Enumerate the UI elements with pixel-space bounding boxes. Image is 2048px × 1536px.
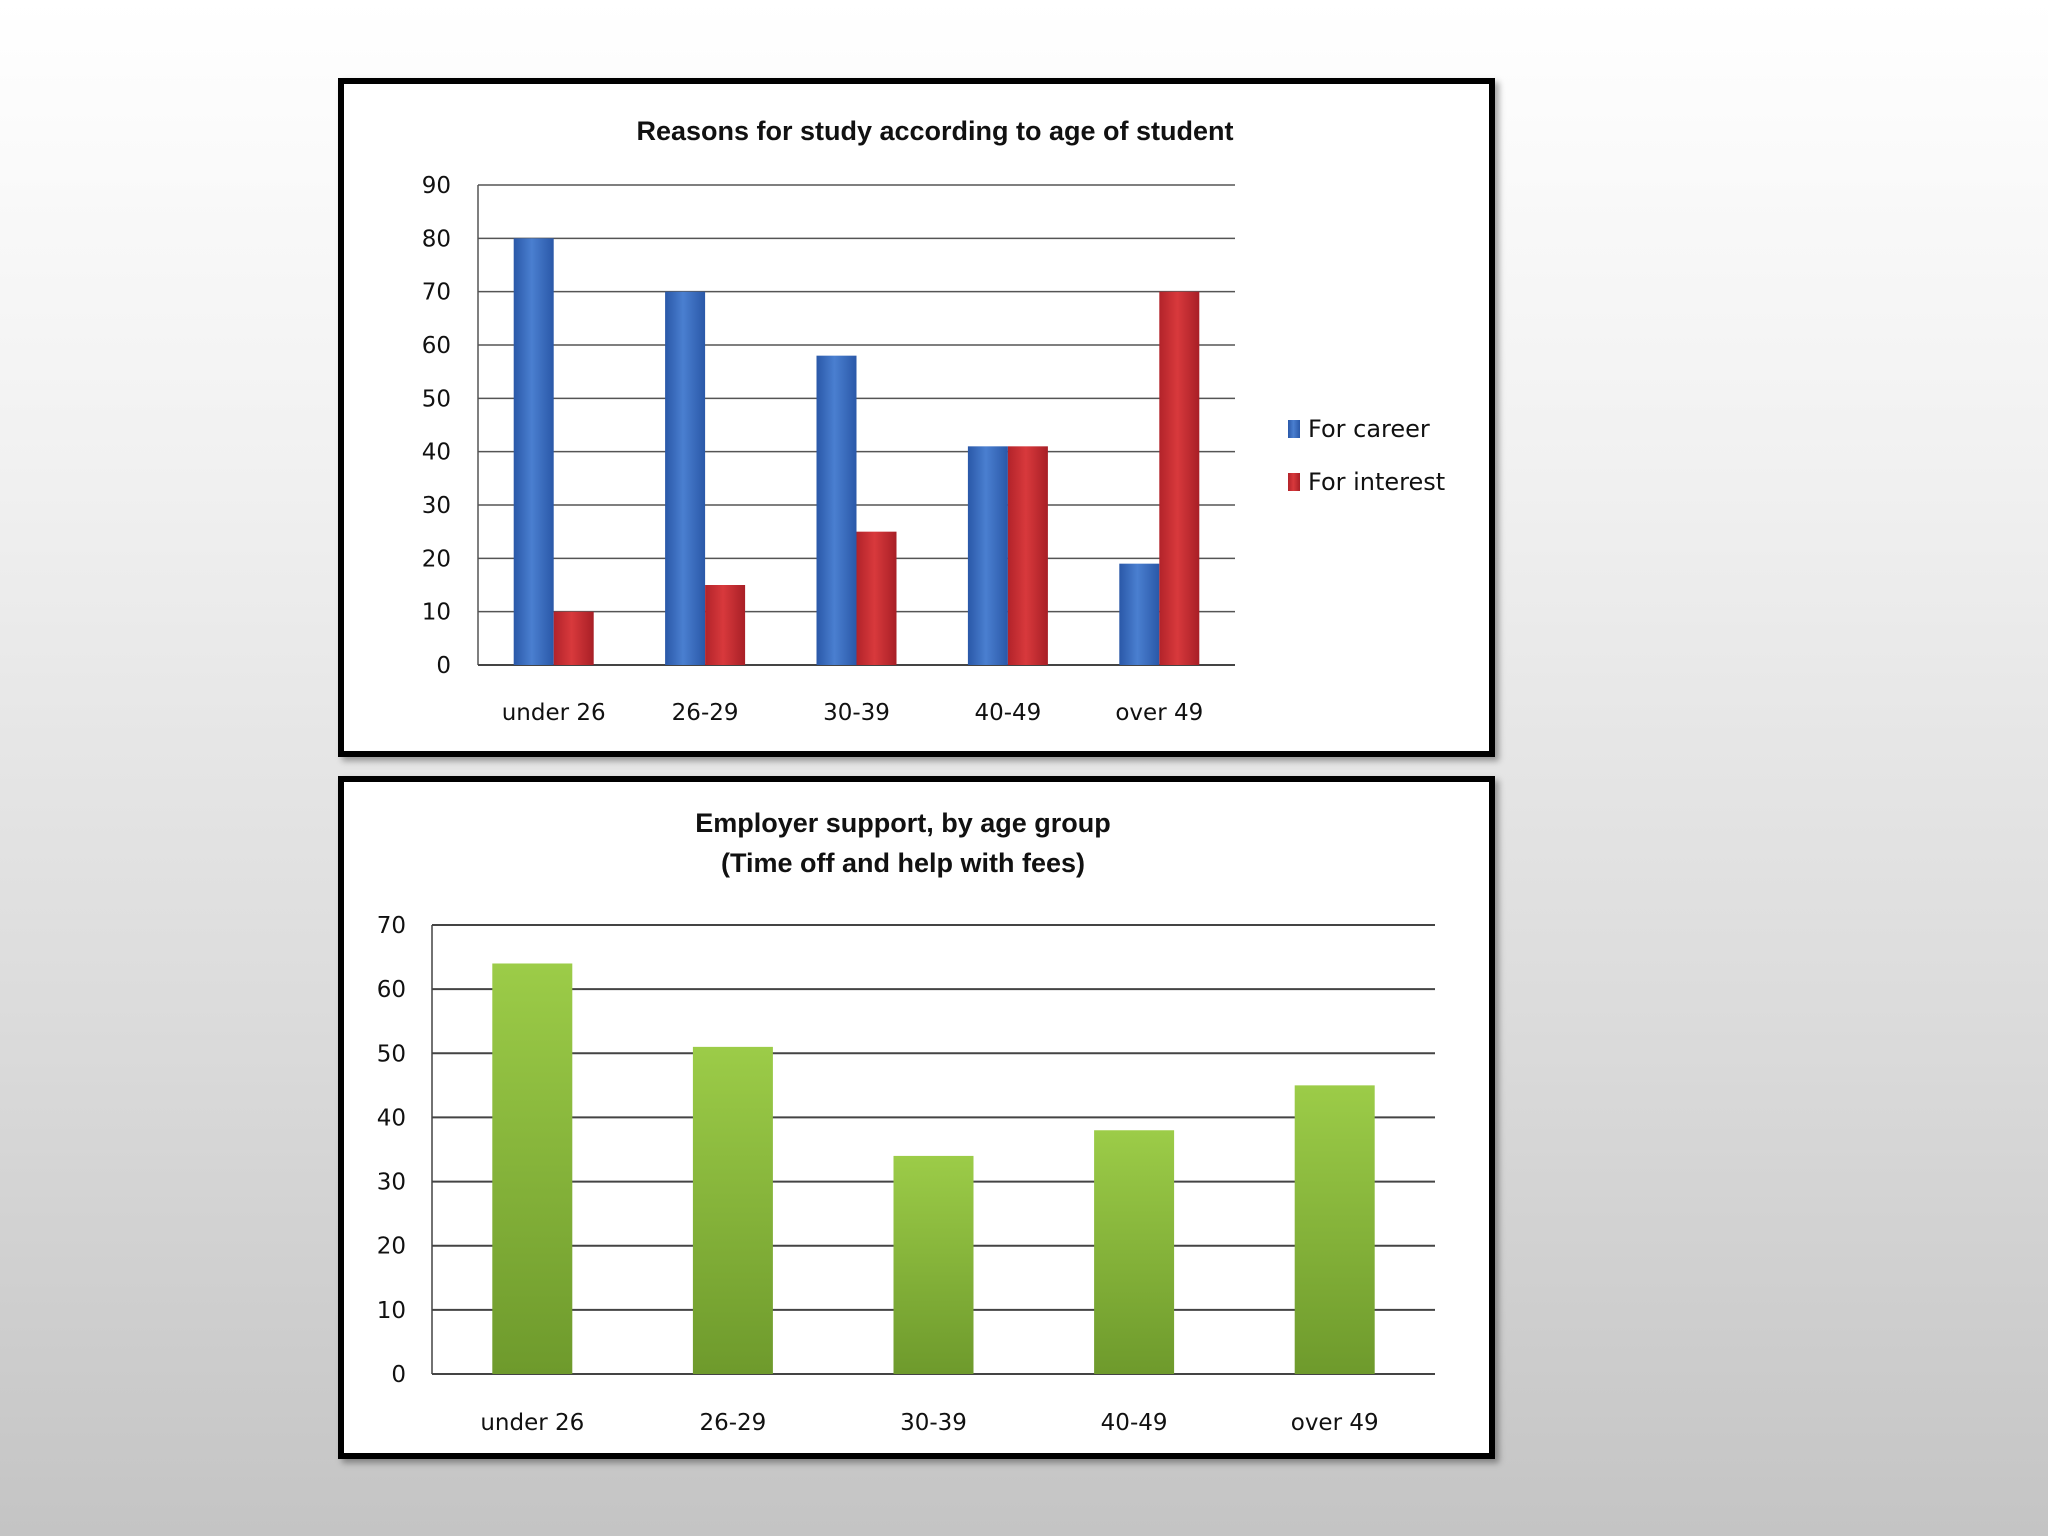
- chart-subtitle: (Time off and help with fees): [721, 848, 1085, 878]
- y-tick-label: 90: [422, 173, 451, 199]
- bar-40-49: [1094, 1130, 1175, 1374]
- x-tick-label: 26-29: [672, 700, 739, 726]
- x-tick-label: 40-49: [1101, 1410, 1168, 1436]
- bar-for-career-26-29: [665, 291, 706, 665]
- bars: [513, 238, 1200, 666]
- bars: [492, 963, 1375, 1374]
- x-tick-label: over 49: [1115, 700, 1203, 726]
- y-tick-label: 60: [377, 977, 406, 1003]
- x-axis-tick-labels: under 26 26-29 30-39 40-49 over 49: [480, 1410, 1378, 1436]
- bar-for-interest-under-26: [553, 611, 594, 665]
- bar-for-career-30-39: [816, 355, 857, 665]
- legend-swatch-for-interest: [1288, 473, 1300, 491]
- legend: For career For interest: [1288, 415, 1445, 496]
- x-tick-label: under 26: [502, 700, 606, 726]
- legend-label-for-career: For career: [1308, 415, 1430, 443]
- y-tick-label: 10: [422, 600, 451, 626]
- x-tick-label: under 26: [480, 1410, 584, 1436]
- chart-title: Employer support, by age group: [695, 808, 1111, 838]
- y-axis-tick-labels: 0 10 20 30 40 50 60 70 80 90: [422, 173, 451, 679]
- bar-for-interest-40-49: [1007, 446, 1048, 665]
- bar-for-interest-30-39: [856, 531, 897, 665]
- bar-30-39: [893, 1155, 974, 1374]
- legend-label-for-interest: For interest: [1308, 468, 1445, 496]
- x-tick-label: 30-39: [900, 1410, 967, 1436]
- y-tick-label: 0: [391, 1362, 406, 1388]
- bar-for-career-over-49: [1119, 563, 1160, 665]
- y-tick-label: 20: [422, 546, 451, 572]
- bar-for-career-40-49: [967, 446, 1008, 665]
- bar-over-49: [1294, 1085, 1375, 1374]
- x-axis-tick-labels: under 26 26-29 30-39 40-49 over 49: [502, 700, 1204, 726]
- y-tick-label: 50: [377, 1041, 406, 1067]
- bar-for-interest-over-49: [1159, 291, 1200, 665]
- y-tick-label: 10: [377, 1298, 406, 1324]
- study-reasons-chart: Reasons for study according to age of st…: [422, 116, 1445, 726]
- y-tick-label: 0: [436, 653, 451, 679]
- x-tick-label: 30-39: [823, 700, 890, 726]
- y-tick-label: 30: [377, 1170, 406, 1196]
- bar-26-29: [692, 1046, 773, 1374]
- y-tick-label: 40: [422, 440, 451, 466]
- bar-for-career-under-26: [513, 238, 554, 666]
- y-tick-label: 70: [422, 280, 451, 306]
- employer-support-chart-frame: Employer support, by age group (Time off…: [338, 776, 1495, 1459]
- study-reasons-chart-frame: Reasons for study according to age of st…: [338, 78, 1495, 757]
- employer-support-chart: Employer support, by age group (Time off…: [377, 808, 1435, 1436]
- y-axis-tick-labels: 0 10 20 30 40 50 60 70: [377, 913, 406, 1388]
- bar-for-interest-26-29: [705, 585, 746, 665]
- y-tick-label: 60: [422, 333, 451, 359]
- y-tick-label: 50: [422, 386, 451, 412]
- x-tick-label: 40-49: [974, 700, 1041, 726]
- x-tick-label: 26-29: [699, 1410, 766, 1436]
- y-tick-label: 40: [377, 1105, 406, 1131]
- x-tick-label: over 49: [1291, 1410, 1379, 1436]
- bar-under-26: [492, 963, 573, 1374]
- y-tick-label: 80: [422, 226, 451, 252]
- y-tick-label: 70: [377, 913, 406, 939]
- chart-title: Reasons for study according to age of st…: [636, 116, 1233, 146]
- legend-swatch-for-career: [1288, 420, 1300, 438]
- y-tick-label: 30: [422, 493, 451, 519]
- y-tick-label: 20: [377, 1234, 406, 1260]
